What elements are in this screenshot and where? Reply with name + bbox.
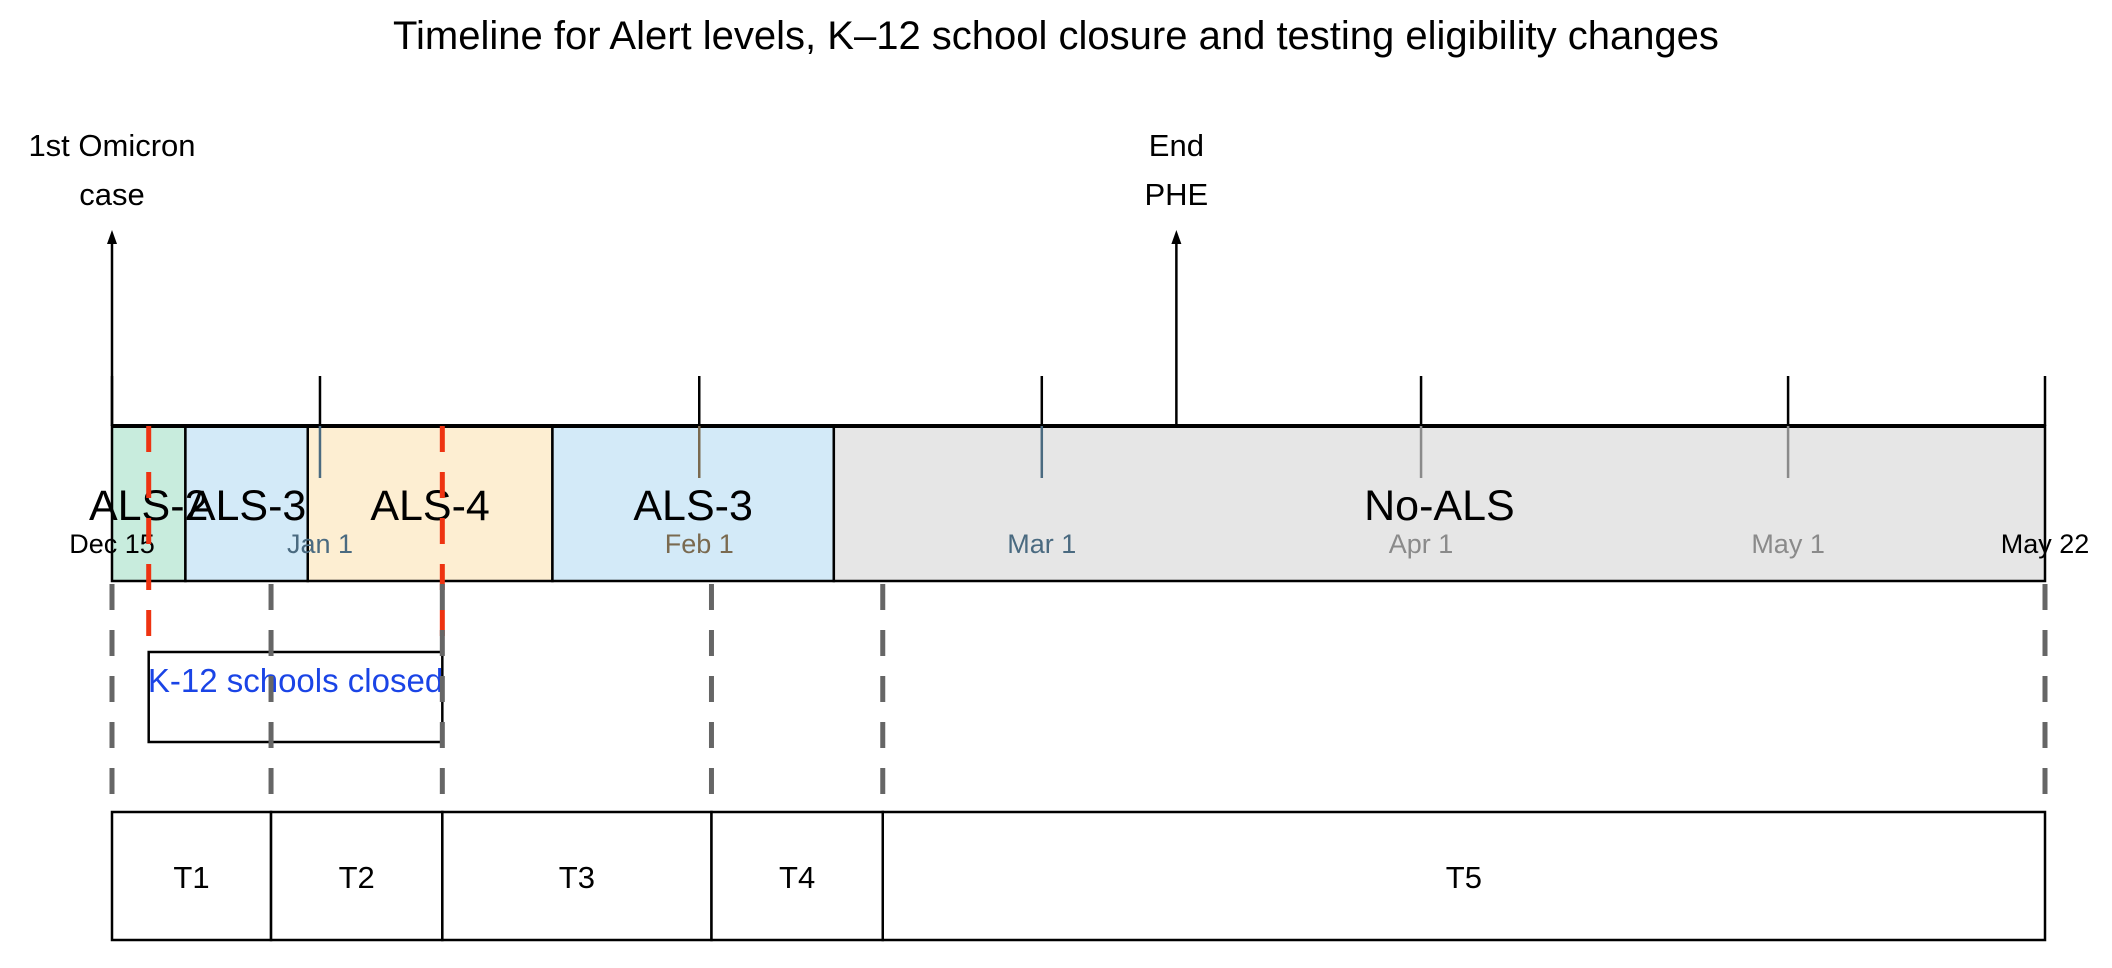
school-closure: K-12 schools closed — [146, 426, 445, 744]
alert-level-segment — [184, 424, 309, 583]
tick-label: Apr 1 — [1389, 529, 1454, 559]
chart-title: Timeline for Alert levels, K–12 school c… — [393, 14, 1719, 58]
testing-period-box — [441, 810, 713, 942]
event-arrowhead — [1171, 230, 1182, 244]
event-label: 1st Omicron — [28, 128, 195, 163]
testing-period-label: T3 — [559, 860, 595, 895]
alert-level-segment — [832, 424, 2047, 583]
tick-label: May 1 — [1751, 529, 1825, 559]
tick-label: Feb 1 — [665, 529, 734, 559]
alert-level-label: ALS-3 — [187, 482, 307, 530]
tick-label: Jan 1 — [287, 529, 353, 559]
tick-label: Dec 15 — [69, 529, 155, 559]
event-label: PHE — [1144, 177, 1208, 212]
testing-periods: T1 T2 T3 T4 T5 — [110, 810, 2047, 942]
closure-box — [147, 650, 444, 744]
testing-period-label: T5 — [1446, 860, 1482, 895]
testing-period-box — [881, 810, 2047, 942]
testing-period-label: T2 — [339, 860, 375, 895]
testing-dividers — [109, 584, 2048, 812]
alert-level-segment — [551, 424, 836, 583]
alert-level-label: No-ALS — [1364, 482, 1515, 530]
event-label: End — [1149, 128, 1204, 163]
testing-period-label: T1 — [173, 860, 209, 895]
event-label: case — [79, 177, 144, 212]
tick-label: May 22 — [2001, 529, 2090, 559]
alert-level-label: ALS-4 — [370, 482, 490, 530]
closure-label: K-12 schools closed — [148, 662, 443, 699]
tick-label: Mar 1 — [1007, 529, 1076, 559]
testing-period-box — [269, 810, 444, 942]
event-arrowhead — [107, 230, 117, 244]
alert-level-label: ALS-3 — [633, 482, 753, 530]
event-markers: 1st Omicron case End PHE — [28, 128, 1208, 426]
testing-period-label: T4 — [779, 860, 815, 895]
testing-period-box — [710, 810, 885, 942]
